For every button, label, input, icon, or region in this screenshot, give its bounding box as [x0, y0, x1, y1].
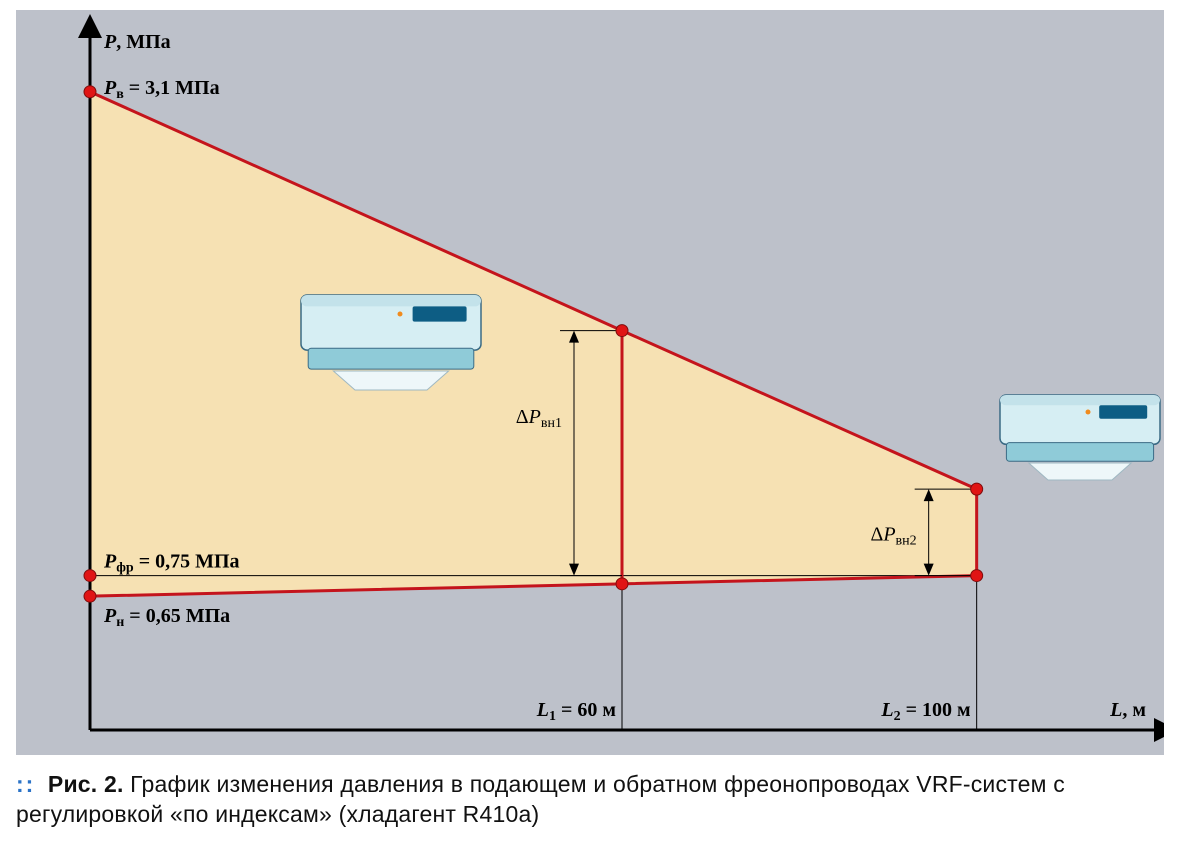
caption-bullet: :: [16, 771, 35, 797]
pressure-chart: ΔPвн1ΔPвн2P, МПаPв = 3,1 МПаPфр = 0,75 М… [16, 10, 1164, 755]
figure-caption: :: Рис. 2. График изменения давления в п… [16, 770, 1165, 830]
caption-prefix: Рис. 2. [48, 771, 124, 797]
svg-text:P, МПа: P, МПа [103, 31, 171, 53]
svg-text:L, м: L, м [1109, 699, 1146, 721]
caption-body: График изменения давления в подающем и о… [16, 771, 1065, 827]
svg-text:L1 = 60 м: L1 = 60 м [536, 699, 616, 724]
